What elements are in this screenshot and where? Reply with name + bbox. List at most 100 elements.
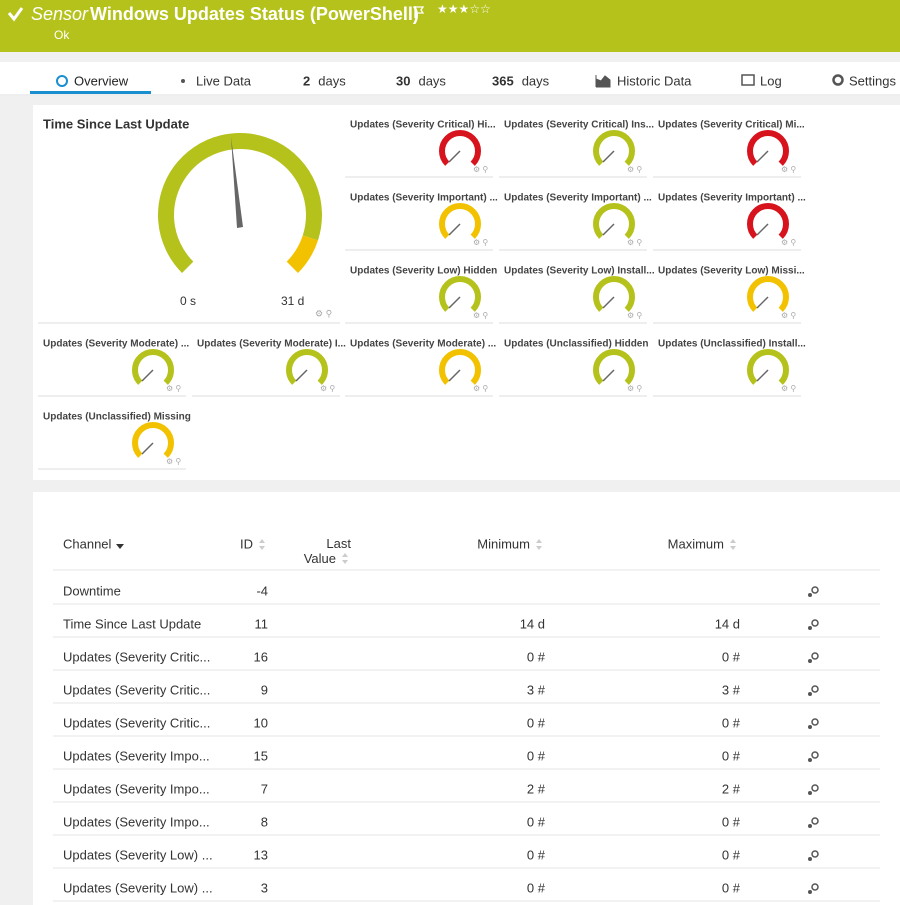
tab-label[interactable]: days [418, 73, 446, 88]
gauge-title[interactable]: Updates (Severity Critical) Hi... [350, 120, 496, 131]
tab-number[interactable]: 30 [396, 73, 410, 88]
gauge-title[interactable]: Updates (Severity Critical) Mi... [658, 120, 805, 131]
cell-tools: ⚙ ⚲ [627, 384, 642, 393]
maximum: 14 d [715, 616, 740, 631]
tab-label[interactable]: Log [760, 73, 782, 88]
cell-tools: ⚙ ⚲ [781, 238, 796, 247]
gauge-ring [158, 133, 322, 273]
channel-name[interactable]: Updates (Severity Impo... [63, 748, 210, 763]
column-header[interactable]: ID [240, 536, 253, 551]
gauge-ring [439, 349, 481, 385]
channel-settings-icon[interactable] [811, 685, 819, 693]
gauge-title[interactable]: Updates (Severity Important) ... [504, 193, 652, 204]
column-header[interactable]: Last Value [304, 536, 352, 566]
channel-settings-icon[interactable] [811, 883, 819, 891]
maximum: 0 # [722, 649, 741, 664]
minimum: 2 # [527, 781, 546, 796]
gauge-title[interactable]: Updates (Unclassified) Install... [658, 339, 806, 350]
channel-name[interactable]: Updates (Severity Impo... [63, 781, 210, 796]
cell-tools: ⚙ ⚲ [473, 311, 488, 320]
minimum: 14 d [520, 616, 545, 631]
gauge-ring [132, 422, 174, 458]
tab-label[interactable]: Live Data [196, 73, 252, 88]
gauge-needle [295, 369, 308, 382]
channel-settings-icon-dot [808, 857, 812, 861]
tab-label[interactable]: Historic Data [617, 73, 692, 88]
maximum: 0 # [722, 814, 741, 829]
live-icon [181, 79, 185, 83]
channel-name[interactable]: Updates (Severity Critic... [63, 682, 210, 697]
gauge-ring [747, 203, 789, 239]
gauge-title[interactable]: Updates (Severity Low) Hidden [350, 266, 497, 277]
tab-bar [0, 62, 900, 96]
channel-id: 15 [254, 748, 268, 763]
gauge-title[interactable]: Updates (Severity Low) Install... [504, 266, 655, 277]
channel-settings-icon[interactable] [811, 652, 819, 660]
gauge-ring [439, 130, 481, 166]
tab-number[interactable]: 365 [492, 73, 514, 88]
channel-name[interactable]: Updates (Severity Critic... [63, 649, 210, 664]
sort-arrow [536, 539, 542, 550]
flag-icon [414, 6, 425, 18]
cell-tools: ⚙ ⚲ [781, 165, 796, 174]
gauge-title[interactable]: Updates (Severity Critical) Ins... [504, 120, 654, 131]
sensor-kind: Sensor [31, 4, 89, 24]
gauge-title[interactable]: Updates (Severity Important) ... [658, 193, 806, 204]
header-bar [0, 0, 900, 52]
gauge-title[interactable]: Updates (Severity Moderate) ... [43, 339, 189, 350]
channel-settings-icon-dot [808, 791, 812, 795]
gauge-title[interactable]: Updates (Severity Important) ... [350, 193, 498, 204]
gauge-ring [132, 349, 174, 385]
channel-settings-icon[interactable] [811, 718, 819, 726]
sort-arrow [342, 553, 348, 564]
gauge-title[interactable]: Updates (Severity Low) Missi... [658, 266, 805, 277]
sensor-title: Windows Updates Status (PowerShell) [90, 4, 419, 24]
minimum: 0 # [527, 847, 546, 862]
channel-name[interactable]: Updates (Severity Critic... [63, 715, 210, 730]
channel-name[interactable]: Updates (Severity Low) ... [63, 880, 213, 895]
tab-label[interactable]: days [318, 73, 346, 88]
gauge-title: Time Since Last Update [43, 116, 189, 131]
column-header[interactable]: Minimum [477, 536, 530, 551]
cell-tools: ⚙ ⚲ [473, 238, 488, 247]
overview-panel [33, 105, 900, 480]
gauge-needle [602, 223, 615, 236]
channel-settings-icon[interactable] [811, 619, 819, 627]
cell-tools: ⚙ ⚲ [166, 457, 181, 466]
channel-settings-icon[interactable] [811, 850, 819, 858]
channel-settings-icon[interactable] [811, 784, 819, 792]
maximum: 0 # [722, 847, 741, 862]
gauge-title[interactable]: Updates (Unclassified) Hidden [504, 339, 648, 350]
tab-label[interactable]: Overview [74, 73, 129, 88]
channel-name[interactable]: Updates (Severity Impo... [63, 814, 210, 829]
tab-label[interactable]: days [522, 73, 550, 88]
gauge-title[interactable]: Updates (Severity Moderate) ... [350, 339, 496, 350]
gauge-title[interactable]: Updates (Severity Moderate) I... [197, 339, 346, 350]
channel-settings-icon-dot [808, 725, 812, 729]
gauge-needle [448, 150, 461, 163]
tab-number[interactable]: 2 [303, 73, 310, 88]
active-tab-underline [30, 91, 151, 94]
channel-settings-icon[interactable] [811, 586, 819, 594]
tab-label[interactable]: Settings [849, 73, 896, 88]
channel-id: 13 [254, 847, 268, 862]
column-header[interactable]: Channel [63, 536, 112, 551]
cell-tools: ⚙ ⚲ [473, 165, 488, 174]
cell-tools: ⚙ ⚲ [781, 384, 796, 393]
channel-id: 9 [261, 682, 268, 697]
gauge-title[interactable]: Updates (Unclassified) Missing [43, 412, 191, 423]
settings-icon [832, 74, 844, 86]
gauge-needle [231, 137, 243, 228]
channel-id: 16 [254, 649, 268, 664]
channel-name[interactable]: Updates (Severity Low) ... [63, 847, 213, 862]
column-header[interactable]: Maximum [668, 536, 724, 551]
channel-name[interactable]: Time Since Last Update [63, 616, 201, 631]
channel-name[interactable]: Downtime [63, 583, 121, 598]
gauge-needle [602, 369, 615, 382]
channel-id: 3 [261, 880, 268, 895]
gauge-needle [756, 150, 769, 163]
gauge-ring [747, 276, 789, 312]
channel-settings-icon[interactable] [811, 751, 819, 759]
channel-settings-icon[interactable] [811, 817, 819, 825]
table-panel [33, 492, 900, 905]
